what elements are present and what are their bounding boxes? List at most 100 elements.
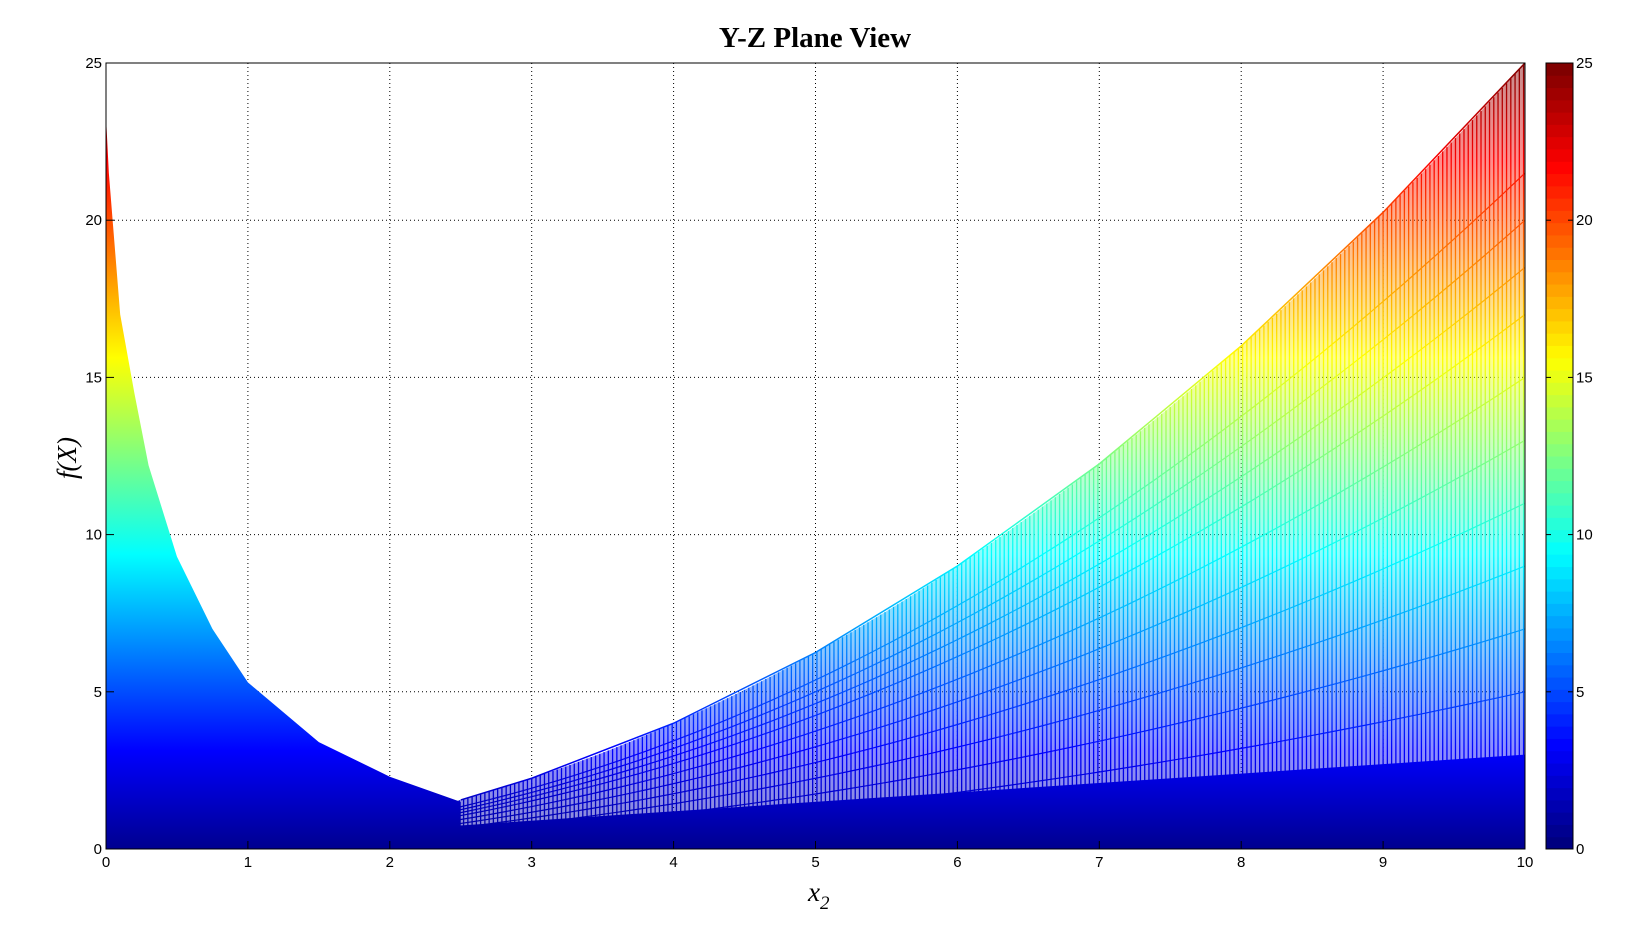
y-tick-label: 10 (85, 527, 102, 544)
colorbar-swatch (1546, 431, 1573, 445)
colorbar-swatch (1546, 308, 1573, 322)
x-tick-label: 8 (1237, 854, 1245, 871)
colorbar-swatch (1546, 124, 1573, 138)
x-tick-label: 5 (811, 854, 819, 871)
colorbar-swatch (1546, 222, 1573, 236)
y-tick-label: 15 (85, 369, 102, 386)
colorbar-swatch (1546, 271, 1573, 285)
colorbar-swatch (1546, 640, 1573, 653)
tick-labels: 0 1 2 3 4 5 6 7 8 9 10 0 5 10 15 20 25 (85, 55, 1533, 871)
colorbar-frame (1545, 62, 1574, 850)
colorbar-swatch (1546, 689, 1573, 703)
x-tick-label: 0 (102, 854, 110, 871)
colorbar-swatch (1546, 812, 1573, 825)
colorbar-swatch (1546, 603, 1573, 617)
y-tick-label: 0 (94, 841, 102, 858)
colorbar-swatch (1546, 468, 1573, 482)
y-tick-label: 20 (85, 212, 102, 229)
x-tick-label: 2 (386, 854, 394, 871)
colorbar-swatch (1546, 627, 1573, 641)
x-tick-label: 3 (528, 854, 536, 871)
colorbar-swatch (1546, 799, 1573, 813)
colorbar-swatch (1546, 763, 1573, 776)
colorbar-swatch (1546, 529, 1573, 543)
colorbar-swatch (1546, 505, 1573, 518)
colorbar-swatch (1546, 443, 1573, 457)
colorbar-swatch (1546, 541, 1573, 555)
colorbar-swatch (1546, 554, 1573, 568)
colorbar-swatch (1546, 664, 1573, 678)
colorbar-swatch (1546, 677, 1573, 690)
colorbar-swatch (1546, 161, 1573, 175)
colorbar-swatch (1546, 591, 1573, 604)
colorbar-swatch (1546, 296, 1573, 310)
colorbar-swatch (1546, 173, 1573, 187)
colorbar-swatch (1546, 234, 1573, 248)
colorbar-swatch (1546, 75, 1573, 89)
colorbar-swatch (1546, 247, 1573, 260)
colorbar-swatch (1546, 615, 1573, 629)
colorbar-swatch (1546, 738, 1573, 752)
x-tick-label: 1 (244, 854, 252, 871)
x-axis-label-subscript: 2 (820, 893, 830, 914)
x-tick-label: 4 (669, 854, 677, 871)
plot-area (106, 63, 1525, 849)
colorbar-swatch (1546, 198, 1573, 211)
colorbar-swatch (1546, 750, 1573, 764)
colorbar-swatch (1546, 726, 1573, 739)
surface-left-fill (106, 116, 461, 849)
colorbar-swatch (1546, 357, 1573, 371)
colorbar-swatch (1546, 259, 1573, 273)
colorbar-swatch (1546, 701, 1573, 715)
x-tick-label: 9 (1379, 854, 1387, 871)
colorbar-swatch (1546, 112, 1573, 125)
colorbar-swatch (1546, 320, 1573, 334)
colorbar-tick-label: 10 (1576, 527, 1593, 544)
x-axis-label-main: x (807, 877, 820, 907)
colorbar-tick-label: 0 (1576, 841, 1584, 858)
colorbar-swatch (1546, 136, 1573, 150)
colorbar-swatch (1546, 566, 1573, 580)
x-tick-label: 6 (953, 854, 961, 871)
chart-title: Y-Z Plane View (719, 22, 911, 54)
colorbar-swatch (1546, 87, 1573, 101)
colorbar-swatch (1546, 210, 1573, 224)
colorbar-swatch (1546, 517, 1573, 531)
x-tick-label: 7 (1095, 854, 1103, 871)
series-edge-right (460, 63, 1525, 801)
colorbar-swatch (1546, 775, 1573, 789)
colorbar-tick-label: 20 (1576, 212, 1593, 229)
y-axis-label: f(X) (52, 437, 82, 479)
colorbar-swatch (1546, 456, 1573, 469)
colorbar-swatch (1546, 370, 1573, 383)
colorbar-tick-label: 25 (1576, 55, 1593, 72)
colorbar-swatch (1546, 284, 1573, 297)
y-tick-label: 5 (94, 684, 102, 701)
colorbar-swatch (1546, 492, 1573, 506)
y-tick-label: 25 (85, 55, 102, 72)
colorbar-swatch (1546, 63, 1573, 76)
colorbar-tick-label: 15 (1576, 369, 1593, 386)
surface-bottom-band (106, 754, 1525, 849)
colorbar-swatch (1546, 185, 1573, 199)
colorbar-swatch (1546, 824, 1573, 838)
colorbar-swatch (1546, 713, 1573, 727)
colorbar-swatch (1546, 836, 1573, 850)
colorbar-swatch (1546, 345, 1573, 359)
colorbar-swatch (1546, 333, 1573, 346)
colorbar-swatch (1546, 99, 1573, 113)
colorbar-swatch (1546, 394, 1573, 408)
colorbar-swatch (1546, 419, 1573, 432)
colorbar: 0 5 10 15 20 25 (1545, 55, 1593, 858)
colorbar-swatch (1546, 382, 1573, 396)
x-tick-label: 10 (1517, 854, 1534, 871)
x-axis-label: x2 (807, 877, 830, 914)
colorbar-tick-label: 5 (1576, 684, 1584, 701)
colorbar-swatch (1546, 480, 1573, 494)
colorbar-swatch (1546, 406, 1573, 420)
colorbar-swatch (1546, 578, 1573, 592)
colorbar-swatch (1546, 148, 1573, 162)
colorbar-swatch (1546, 652, 1573, 666)
colorbar-swatch (1546, 787, 1573, 801)
